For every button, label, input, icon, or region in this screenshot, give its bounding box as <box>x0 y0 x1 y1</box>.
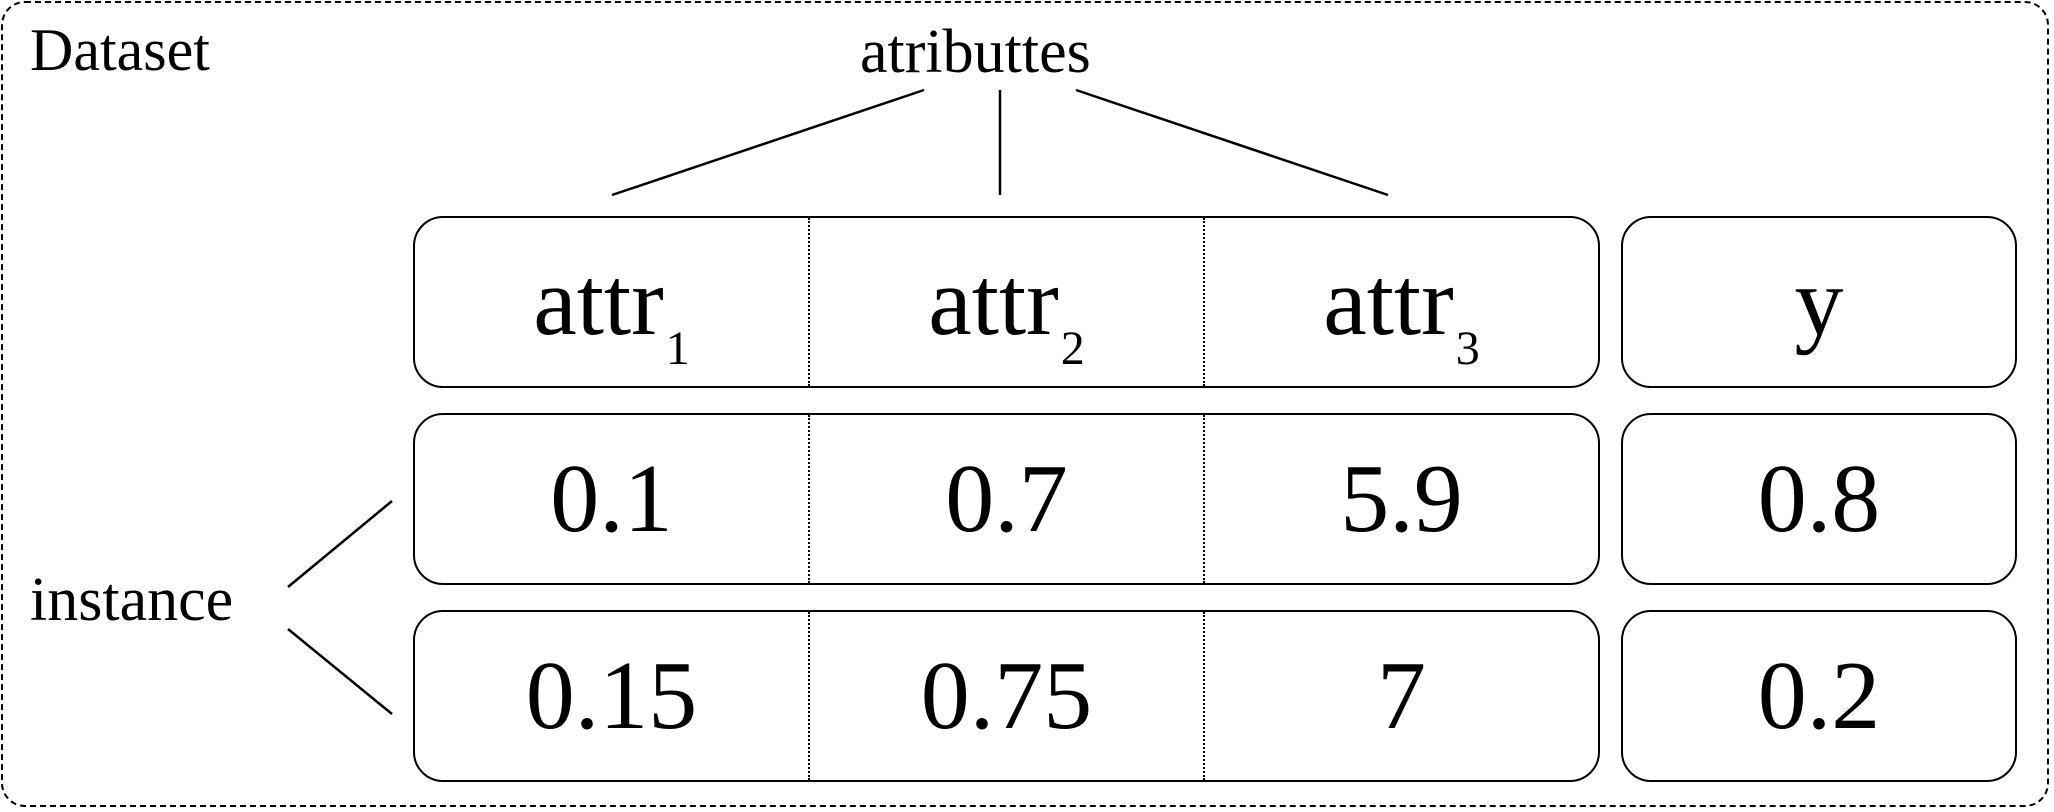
value-cell: 7 <box>1203 612 1598 780</box>
attr-subscript-3: 3 <box>1455 322 1480 375</box>
instance-connector-1 <box>287 500 393 588</box>
header-row: attr1 attr2 attr3 <box>413 216 1600 388</box>
attr-subscript-1: 1 <box>665 322 690 375</box>
attr-header-3: attr3 <box>1203 218 1598 386</box>
attr-subscript-2: 2 <box>1060 322 1085 375</box>
target-value: 0.2 <box>1621 610 2017 782</box>
value-cell: 0.7 <box>808 415 1203 583</box>
attributes-label: atributtes <box>860 18 1091 86</box>
attr-header-1: attr1 <box>533 248 690 375</box>
instance-label: instance <box>30 566 234 634</box>
attr-header-2: attr2 <box>808 218 1203 386</box>
target-value: 0.8 <box>1621 413 2017 585</box>
instance-row: 0.1 0.7 5.9 <box>413 413 1600 585</box>
instance-connector-2 <box>287 628 393 715</box>
value-cell: 0.75 <box>808 612 1203 780</box>
instance-row: 0.15 0.75 7 <box>413 610 1600 782</box>
attr-connector-3 <box>1075 88 1389 197</box>
value-cell: 0.1 <box>550 445 673 553</box>
attr-connector-1 <box>611 88 925 197</box>
target-header: y <box>1621 216 2017 388</box>
value-cell: 0.15 <box>525 642 698 750</box>
dataset-label: Dataset <box>30 17 210 83</box>
value-cell: 5.9 <box>1203 415 1598 583</box>
